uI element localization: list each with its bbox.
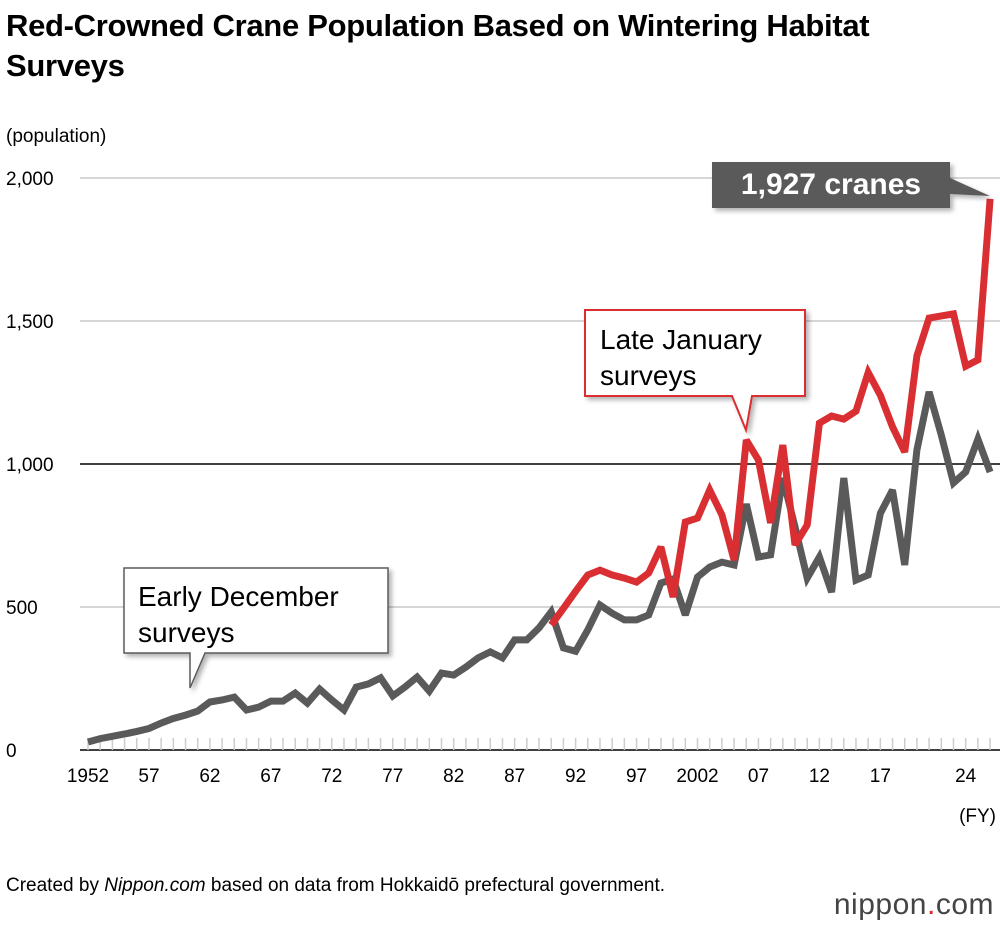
late-january-label-line2: surveys bbox=[600, 360, 696, 391]
y-tick-label: 1,500 bbox=[6, 312, 54, 333]
x-tick-label: 57 bbox=[138, 766, 159, 787]
source-note: Created by Nippon.com based on data from… bbox=[6, 872, 665, 899]
early-december-label-line1: Early December bbox=[138, 581, 339, 612]
x-tick-label: 82 bbox=[443, 766, 464, 787]
nippon-logo: nippon.com bbox=[833, 888, 994, 921]
series-line-early bbox=[87, 390, 994, 746]
latest-value-callout bbox=[712, 162, 990, 208]
x-tick-label: 67 bbox=[260, 766, 281, 787]
y-tick-label: 2,000 bbox=[6, 169, 54, 190]
x-tick-label: 77 bbox=[382, 766, 403, 787]
source-suffix: based on data from Hokkaidō prefectural … bbox=[205, 875, 666, 896]
late-january-label-line1: Late January bbox=[600, 324, 762, 355]
x-tick-label: 1952 bbox=[67, 766, 109, 787]
x-axis-label: (FY) bbox=[959, 806, 996, 827]
source-name: Nippon.com bbox=[104, 875, 206, 896]
x-tick-label: 2002 bbox=[676, 766, 718, 787]
x-tick-label: 24 bbox=[955, 766, 977, 787]
chart-title: Red-Crowned Crane Population Based on Wi… bbox=[6, 8, 870, 83]
source-prefix: Created by bbox=[6, 875, 105, 896]
x-tick-label: 07 bbox=[748, 766, 769, 787]
x-tick-label: 17 bbox=[870, 766, 891, 787]
x-tick-label: 72 bbox=[321, 766, 342, 787]
early-december-label-line2: surveys bbox=[138, 617, 234, 648]
y-tick-label: 1,000 bbox=[6, 455, 54, 476]
x-tick-label: 12 bbox=[809, 766, 830, 787]
y-tick-label: 500 bbox=[6, 598, 38, 619]
late-january-callout bbox=[584, 309, 806, 434]
line-chart: (population) 0 500 1,000 1,500 2,000 1952 57 62 6… bbox=[6, 126, 1000, 827]
y-axis-label: (population) bbox=[6, 126, 106, 147]
early-december-callout bbox=[123, 567, 389, 689]
x-tick-label: 62 bbox=[199, 766, 220, 787]
y-tick-label: 0 bbox=[6, 741, 17, 762]
x-tick-label: 87 bbox=[504, 766, 525, 787]
series-line-late bbox=[548, 198, 994, 628]
x-tick-label: 97 bbox=[626, 766, 647, 787]
latest-value-label: 1,927 cranes bbox=[741, 168, 921, 201]
x-tick-label: 92 bbox=[565, 766, 586, 787]
